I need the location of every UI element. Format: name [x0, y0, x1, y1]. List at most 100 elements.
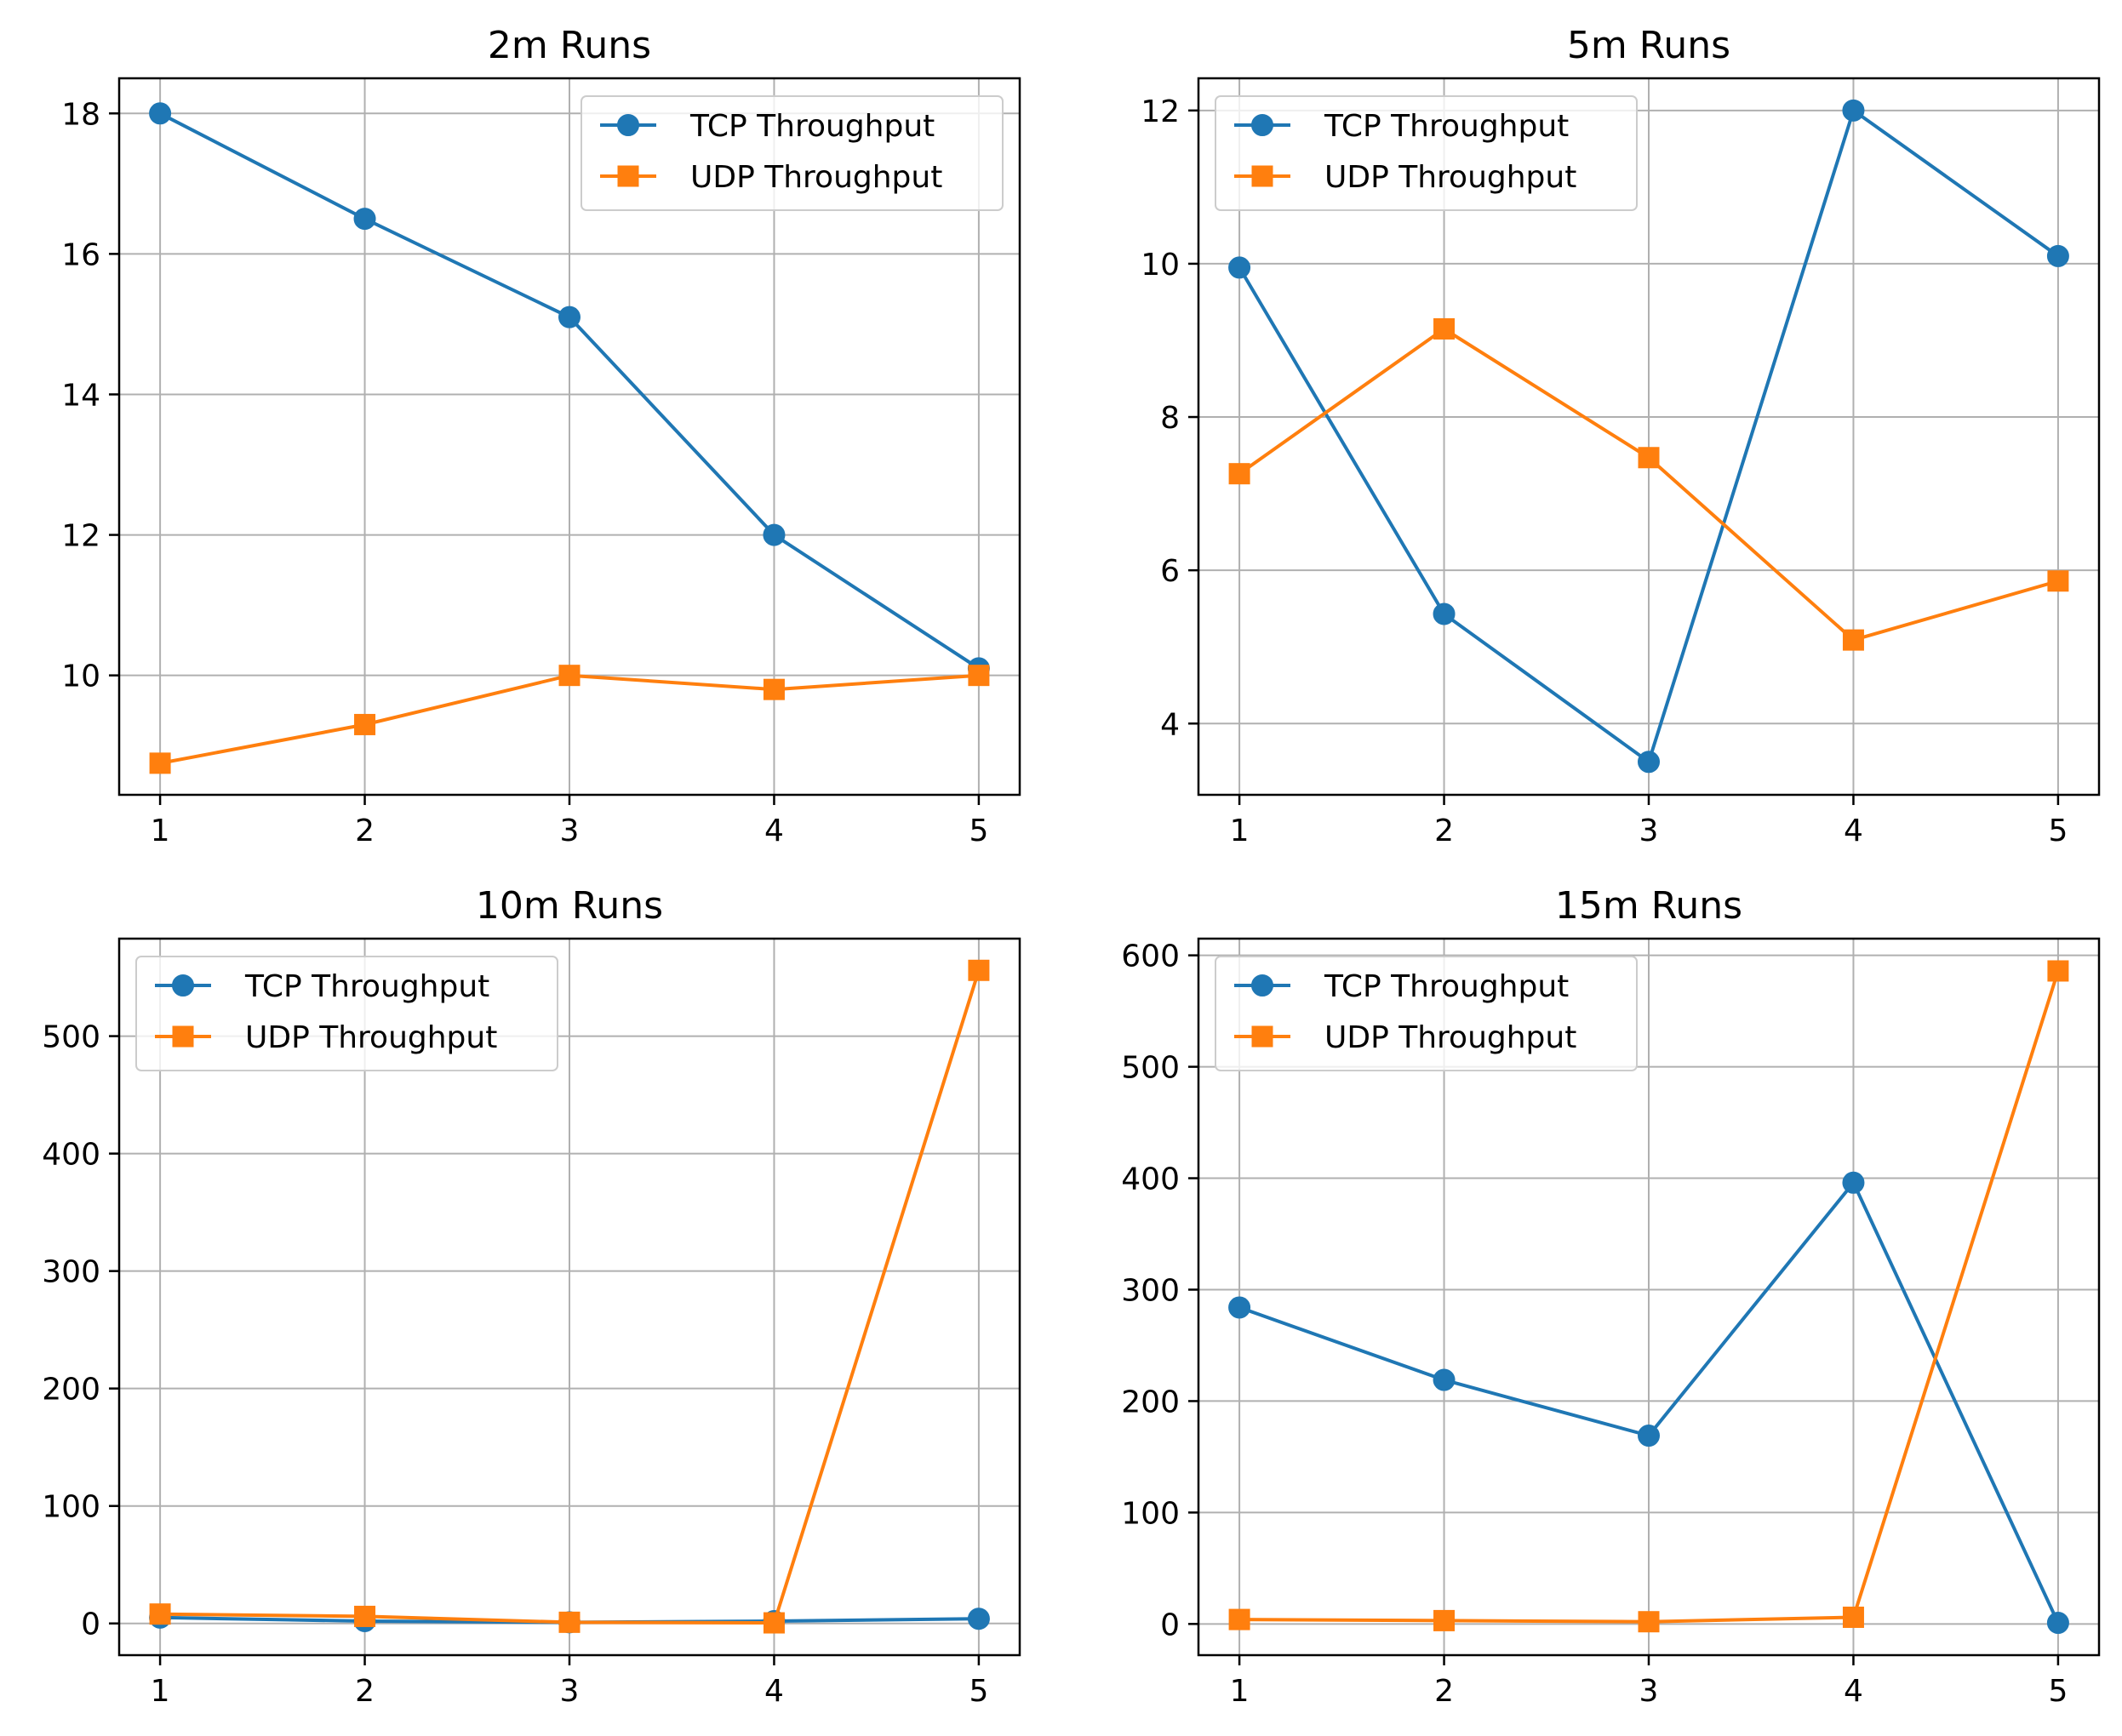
y-tick-label: 10 — [1141, 248, 1180, 283]
data-point — [1638, 1425, 1660, 1448]
data-point — [1638, 447, 1660, 469]
chart-title: 5m Runs — [1567, 24, 1730, 67]
data-point — [1228, 256, 1251, 279]
data-point — [763, 678, 785, 700]
data-point — [763, 523, 786, 546]
x-tick-label: 2 — [355, 814, 375, 848]
y-tick-label: 10 — [61, 660, 100, 694]
y-tick-label: 500 — [42, 1020, 100, 1055]
data-point — [1638, 751, 1660, 774]
x-tick-label: 4 — [1844, 814, 1863, 848]
x-tick-label: 3 — [560, 1674, 580, 1709]
y-tick-label: 0 — [81, 1608, 100, 1642]
subplot-3: 1 2 3 4 5 0 100 200 300 400 500 10m Runs TCP Through… — [42, 884, 1021, 1709]
data-point — [1842, 1171, 1865, 1194]
series-tcp — [1228, 1171, 2069, 1635]
y-tick-label: 300 — [42, 1255, 100, 1290]
y-tick-label: 400 — [42, 1138, 100, 1173]
data-point — [1228, 463, 1250, 485]
y-tick-label: 18 — [61, 97, 100, 132]
data-point — [558, 1611, 581, 1633]
series-udp — [149, 959, 990, 1634]
chart-title: 10m Runs — [476, 884, 663, 928]
legend-label: TCP Throughput — [244, 969, 489, 1004]
legend-marker — [172, 1025, 194, 1048]
x-tick-label: 1 — [151, 1674, 170, 1709]
y-tick-label: 4 — [1160, 707, 1180, 742]
data-point — [558, 665, 581, 687]
legend-marker — [617, 114, 639, 136]
series-udp — [1228, 317, 2069, 651]
x-tick-label: 5 — [969, 814, 988, 848]
x-tick-label: 1 — [1230, 1674, 1250, 1709]
x-tick-label: 4 — [764, 814, 784, 848]
x-tick-label: 2 — [355, 1674, 375, 1709]
legend-marker — [1251, 165, 1273, 187]
x-tick-label: 1 — [1230, 814, 1250, 848]
data-point — [354, 1605, 376, 1627]
legend-entry: TCP Throughput — [600, 109, 935, 144]
x-tick-label: 3 — [1639, 814, 1659, 848]
legend: TCP Throughput UDP Throughput — [1215, 95, 1638, 211]
y-tick-label: 200 — [1121, 1385, 1180, 1419]
legend: TCP Throughput UDP Throughput — [135, 956, 558, 1071]
data-point — [1842, 1606, 1864, 1628]
data-point — [1433, 1609, 1456, 1631]
y-tick-label: 12 — [61, 519, 100, 554]
x-tick-label: 5 — [2048, 814, 2068, 848]
x-tick-label: 5 — [2048, 1674, 2068, 1709]
legend-marker — [617, 165, 639, 187]
chart-title: 2m Runs — [488, 24, 651, 67]
data-point — [354, 713, 376, 735]
legend-box — [1215, 956, 1638, 1071]
x-tick-label: 1 — [151, 814, 170, 848]
series-udp — [1228, 960, 2069, 1633]
data-point — [2046, 1612, 2069, 1635]
legend-marker — [1251, 114, 1273, 136]
x-tick-label: 5 — [969, 1674, 988, 1709]
y-tick-label: 16 — [61, 237, 100, 272]
legend-box — [1215, 95, 1638, 211]
x-tick-label: 4 — [764, 1674, 784, 1709]
data-point — [2047, 570, 2069, 592]
y-tick-label: 14 — [61, 378, 100, 413]
legend-marker — [1251, 974, 1273, 996]
subplot-4: 1 2 3 4 5 0 100 200 300 400 500 600 15m Runs TCP Thro… — [1121, 884, 2101, 1709]
legend-box — [135, 956, 558, 1071]
legend-label: UDP Throughput — [1324, 1020, 1576, 1055]
data-point — [2046, 244, 2069, 267]
chart-title: 15m Runs — [1555, 884, 1742, 928]
y-tick-label: 8 — [1160, 401, 1180, 436]
data-point — [968, 665, 990, 687]
series-udp — [149, 665, 990, 774]
y-tick-label: 500 — [1121, 1051, 1180, 1086]
y-tick-label: 200 — [42, 1373, 100, 1408]
data-point — [353, 208, 376, 231]
legend-entry: TCP Throughput — [155, 969, 489, 1004]
y-tick-label: 100 — [42, 1490, 100, 1525]
data-point — [2047, 960, 2069, 982]
y-tick-label: 600 — [1121, 939, 1180, 974]
data-point — [968, 959, 990, 981]
data-point — [1228, 1296, 1251, 1319]
x-tick-label: 3 — [1639, 1674, 1659, 1709]
y-tick-label: 0 — [1160, 1608, 1180, 1642]
data-point — [1842, 99, 1865, 122]
legend-label: TCP Throughput — [1324, 109, 1569, 144]
data-point — [1228, 1608, 1250, 1630]
data-point — [1842, 629, 1864, 651]
data-point — [1638, 1611, 1660, 1633]
data-point — [763, 1612, 785, 1634]
legend-marker — [172, 974, 194, 996]
data-point — [558, 306, 581, 328]
legend-marker — [1251, 1025, 1273, 1048]
data-point — [149, 1603, 171, 1625]
legend-entry: UDP Throughput — [155, 1020, 497, 1055]
data-point — [149, 752, 171, 774]
legend: TCP Throughput UDP Throughput — [1215, 956, 1638, 1071]
data-point — [1433, 1368, 1456, 1391]
legend-label: TCP Throughput — [1324, 969, 1569, 1004]
